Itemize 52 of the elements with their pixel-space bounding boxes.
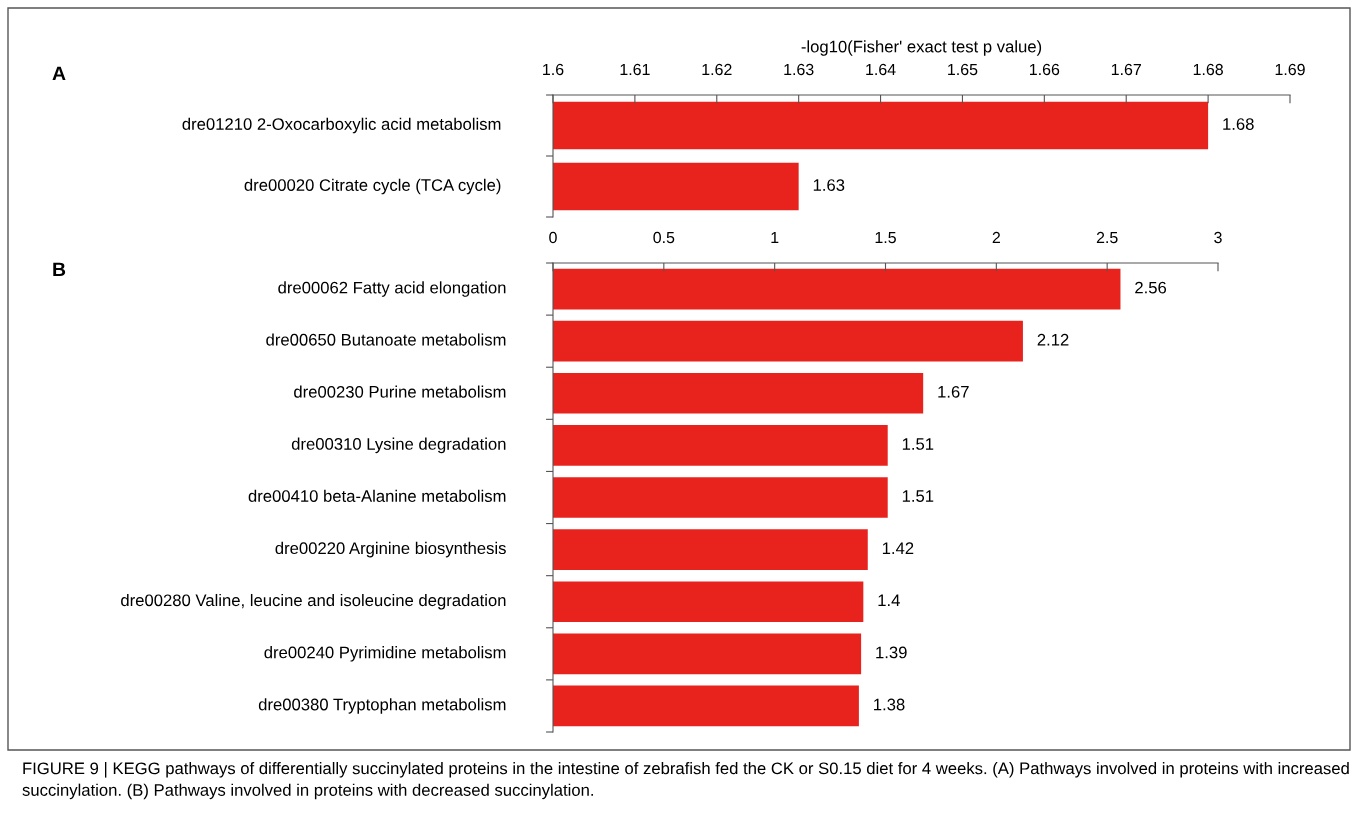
y-tick-label: dre00380 Tryptophan metabolism: [258, 698, 506, 714]
y-tick-label: dre00280 Valine, leucine and isoleucine degradation: [121, 593, 506, 610]
x-tick-label: 3: [1214, 231, 1222, 244]
x-tick-label: 1.64: [866, 63, 896, 76]
x-tick-label: 1.61: [620, 63, 650, 76]
data-label: 2.56: [1135, 281, 1167, 294]
y-tick-label: dre00220 Arginine biosynthesis: [275, 541, 506, 558]
data-label: 1.4: [878, 594, 900, 607]
x-tick-label: 1.63: [784, 63, 814, 76]
text: A: [52, 66, 66, 81]
x-tick-label: 1.62: [702, 63, 732, 76]
data-label: 1.63: [813, 179, 845, 191]
text: B: [53, 262, 66, 277]
data-label: 1.67: [938, 385, 969, 398]
bar: [553, 581, 864, 623]
data-label: 1.51: [902, 490, 934, 502]
x-tick-label: 1.66: [1030, 63, 1060, 76]
y-tick-label: dre00410 beta-Alanine metabolism: [248, 489, 506, 502]
bar: [553, 320, 1023, 362]
y-tick-label: dre00650 Butanoate metabolism: [266, 333, 506, 346]
x-tick-label: 1: [771, 232, 779, 244]
x-tick-label: 1.68: [1193, 63, 1223, 76]
bar: [553, 633, 862, 675]
data-label: 1.38: [874, 698, 905, 711]
y-tick-label: dre00020 Citrate cycle (TCA cycle): [244, 178, 501, 195]
y-tick-label: dre00310 Lysine degradation: [291, 437, 506, 454]
x-tick-label: 0.5: [653, 231, 675, 244]
x-tick-label: 1.5: [875, 232, 896, 244]
data-label: 1.68: [1223, 118, 1254, 130]
x-axis-title: -log10(Fisher' exact test p value): [801, 40, 1042, 56]
data-label: 1.51: [902, 438, 934, 450]
bar: [553, 477, 888, 518]
bar: [553, 268, 1121, 310]
y-tick-label: dre00240 Pyrimidine metabolism: [264, 646, 506, 662]
data-label: 2.12: [1037, 333, 1069, 346]
x-tick-label: 2.5: [1096, 231, 1118, 244]
y-tick-label: dre00230 Purine metabolism: [294, 385, 506, 398]
data-label: 1.42: [882, 542, 914, 554]
x-tick-label: 2: [992, 231, 1000, 244]
y-tick-label: dre00062 Fatty acid elongation: [278, 281, 506, 297]
bar: [553, 529, 868, 570]
bar: [553, 425, 888, 466]
bar: [553, 372, 924, 414]
x-tick-label: 0: [549, 231, 557, 244]
caption: FIGURE 9 | KEGG pathways of differentially succinylated proteins in the intestine of zebrafish fed the CK or S0.15 diet for 4 weeks. (A) Pathways involved in proteins with increased succinylation. (B) Pathways involved in proteins with decreased succinylation.: [22, 762, 1349, 800]
y-tick-label: dre01210 2-Oxocarboxylic acid metabolism: [182, 117, 501, 134]
x-tick-label: 1.67: [1111, 63, 1141, 76]
data-label: 1.39: [876, 646, 907, 659]
x-tick-label: 1.69: [1275, 63, 1305, 76]
x-tick-label: 1.65: [948, 63, 978, 76]
x-tick-label: 1.6: [543, 63, 564, 76]
bar: [553, 685, 859, 727]
